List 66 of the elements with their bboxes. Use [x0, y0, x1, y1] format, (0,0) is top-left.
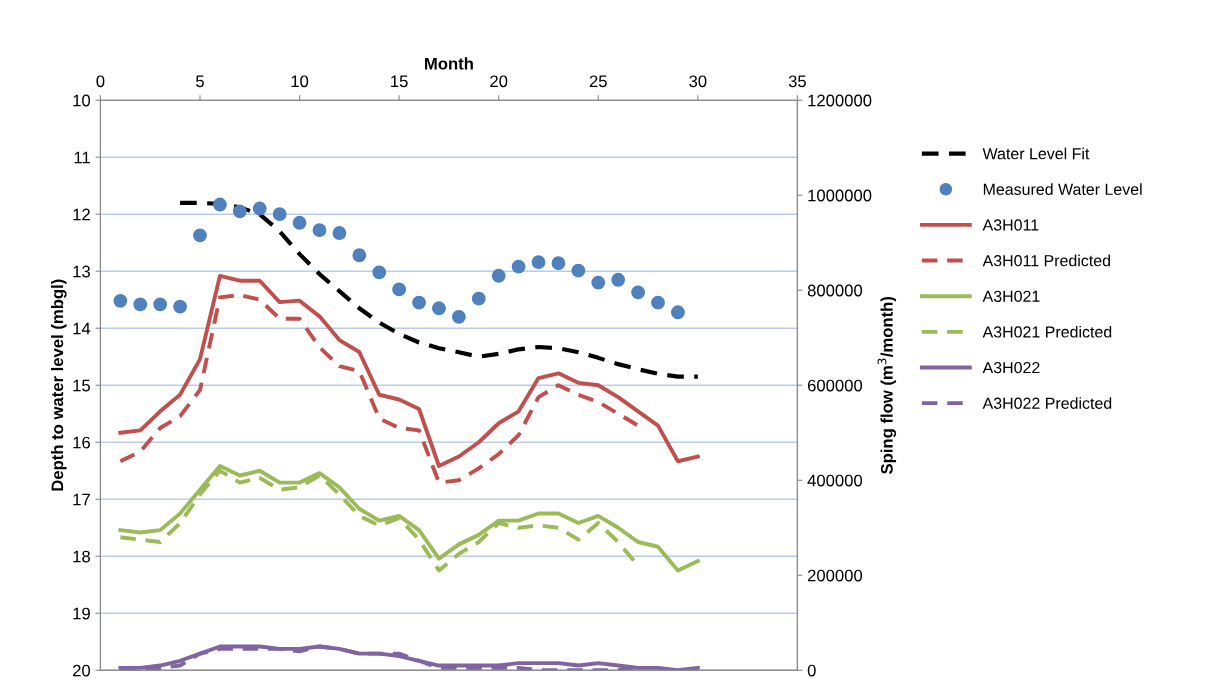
- x-axis-title: Month: [425, 57, 473, 70]
- point: [511, 259, 526, 274]
- legend-label: A3H022: [982, 361, 1040, 374]
- point: [193, 228, 207, 243]
- y2-tick-label: 600000: [807, 379, 863, 392]
- x-tick-label: 0: [96, 75, 105, 88]
- point: [173, 299, 187, 314]
- y-tick-label: 15: [73, 379, 91, 392]
- y-axis-title: Depth to water level (mbgl): [51, 279, 67, 491]
- y2-tick-label: 1000000: [808, 189, 872, 202]
- y2-tick-label: 0: [807, 664, 816, 677]
- point: [491, 268, 506, 283]
- x-tick-label: 25: [589, 75, 607, 88]
- x-tick-label: 5: [196, 75, 204, 88]
- point: [352, 248, 367, 263]
- y-tick-label: 13: [73, 265, 90, 278]
- x-tick-label: 30: [689, 75, 707, 88]
- y2-tick-label: 400000: [807, 474, 863, 487]
- y-tick-label: 16: [73, 436, 90, 449]
- y-tick-label: 14: [73, 322, 91, 335]
- legend-label: A3H021 Predicted: [982, 325, 1112, 338]
- point: [631, 285, 645, 300]
- point: [671, 305, 685, 320]
- point: [571, 263, 586, 278]
- y2-tick-label: 200000: [807, 569, 863, 582]
- x-tick-label: 10: [291, 75, 309, 88]
- point: [611, 272, 626, 287]
- y2-axis-title: Sping flow (m$^{3}$/month): [877, 296, 897, 474]
- x-tick-label: 15: [391, 75, 408, 88]
- point: [153, 297, 168, 312]
- point: [531, 255, 546, 270]
- point: [372, 265, 387, 280]
- point: [651, 295, 665, 310]
- point: [432, 301, 446, 316]
- point: [272, 207, 287, 222]
- y-tick-label: 11: [74, 151, 90, 164]
- legend-label: A3H021: [982, 290, 1040, 302]
- point: [551, 256, 566, 271]
- legend-label: A3H022 Predicted: [982, 397, 1112, 409]
- point: [292, 215, 307, 230]
- y-tick-label: 12: [73, 208, 90, 221]
- y2-tick-label: 800000: [807, 284, 863, 297]
- legend-label: A3H011 Predicted: [982, 254, 1110, 267]
- x-tick-label: 20: [490, 75, 508, 88]
- legend-label: Water Level Fit: [982, 147, 1090, 160]
- point: [392, 282, 407, 297]
- y-tick-label: 19: [73, 607, 90, 620]
- point: [232, 204, 247, 219]
- x-tick-label: 35: [788, 75, 806, 88]
- y-tick-label: 20: [73, 664, 91, 677]
- y-tick-label: 10: [73, 94, 91, 107]
- point: [332, 226, 347, 240]
- point: [133, 297, 148, 312]
- y2-tick-label: 1200000: [808, 94, 872, 107]
- point: [312, 223, 327, 238]
- point: [113, 293, 128, 308]
- y-tick-label: 17: [73, 493, 90, 506]
- point: [252, 201, 267, 216]
- legend-label: A3H011: [982, 219, 1039, 231]
- legend-label: Measured Water Level: [983, 183, 1142, 196]
- point: [591, 275, 606, 290]
- point: [471, 291, 486, 306]
- y-tick-label: 18: [73, 550, 90, 563]
- point: [213, 197, 227, 212]
- point: [451, 309, 466, 324]
- point: [412, 295, 426, 310]
